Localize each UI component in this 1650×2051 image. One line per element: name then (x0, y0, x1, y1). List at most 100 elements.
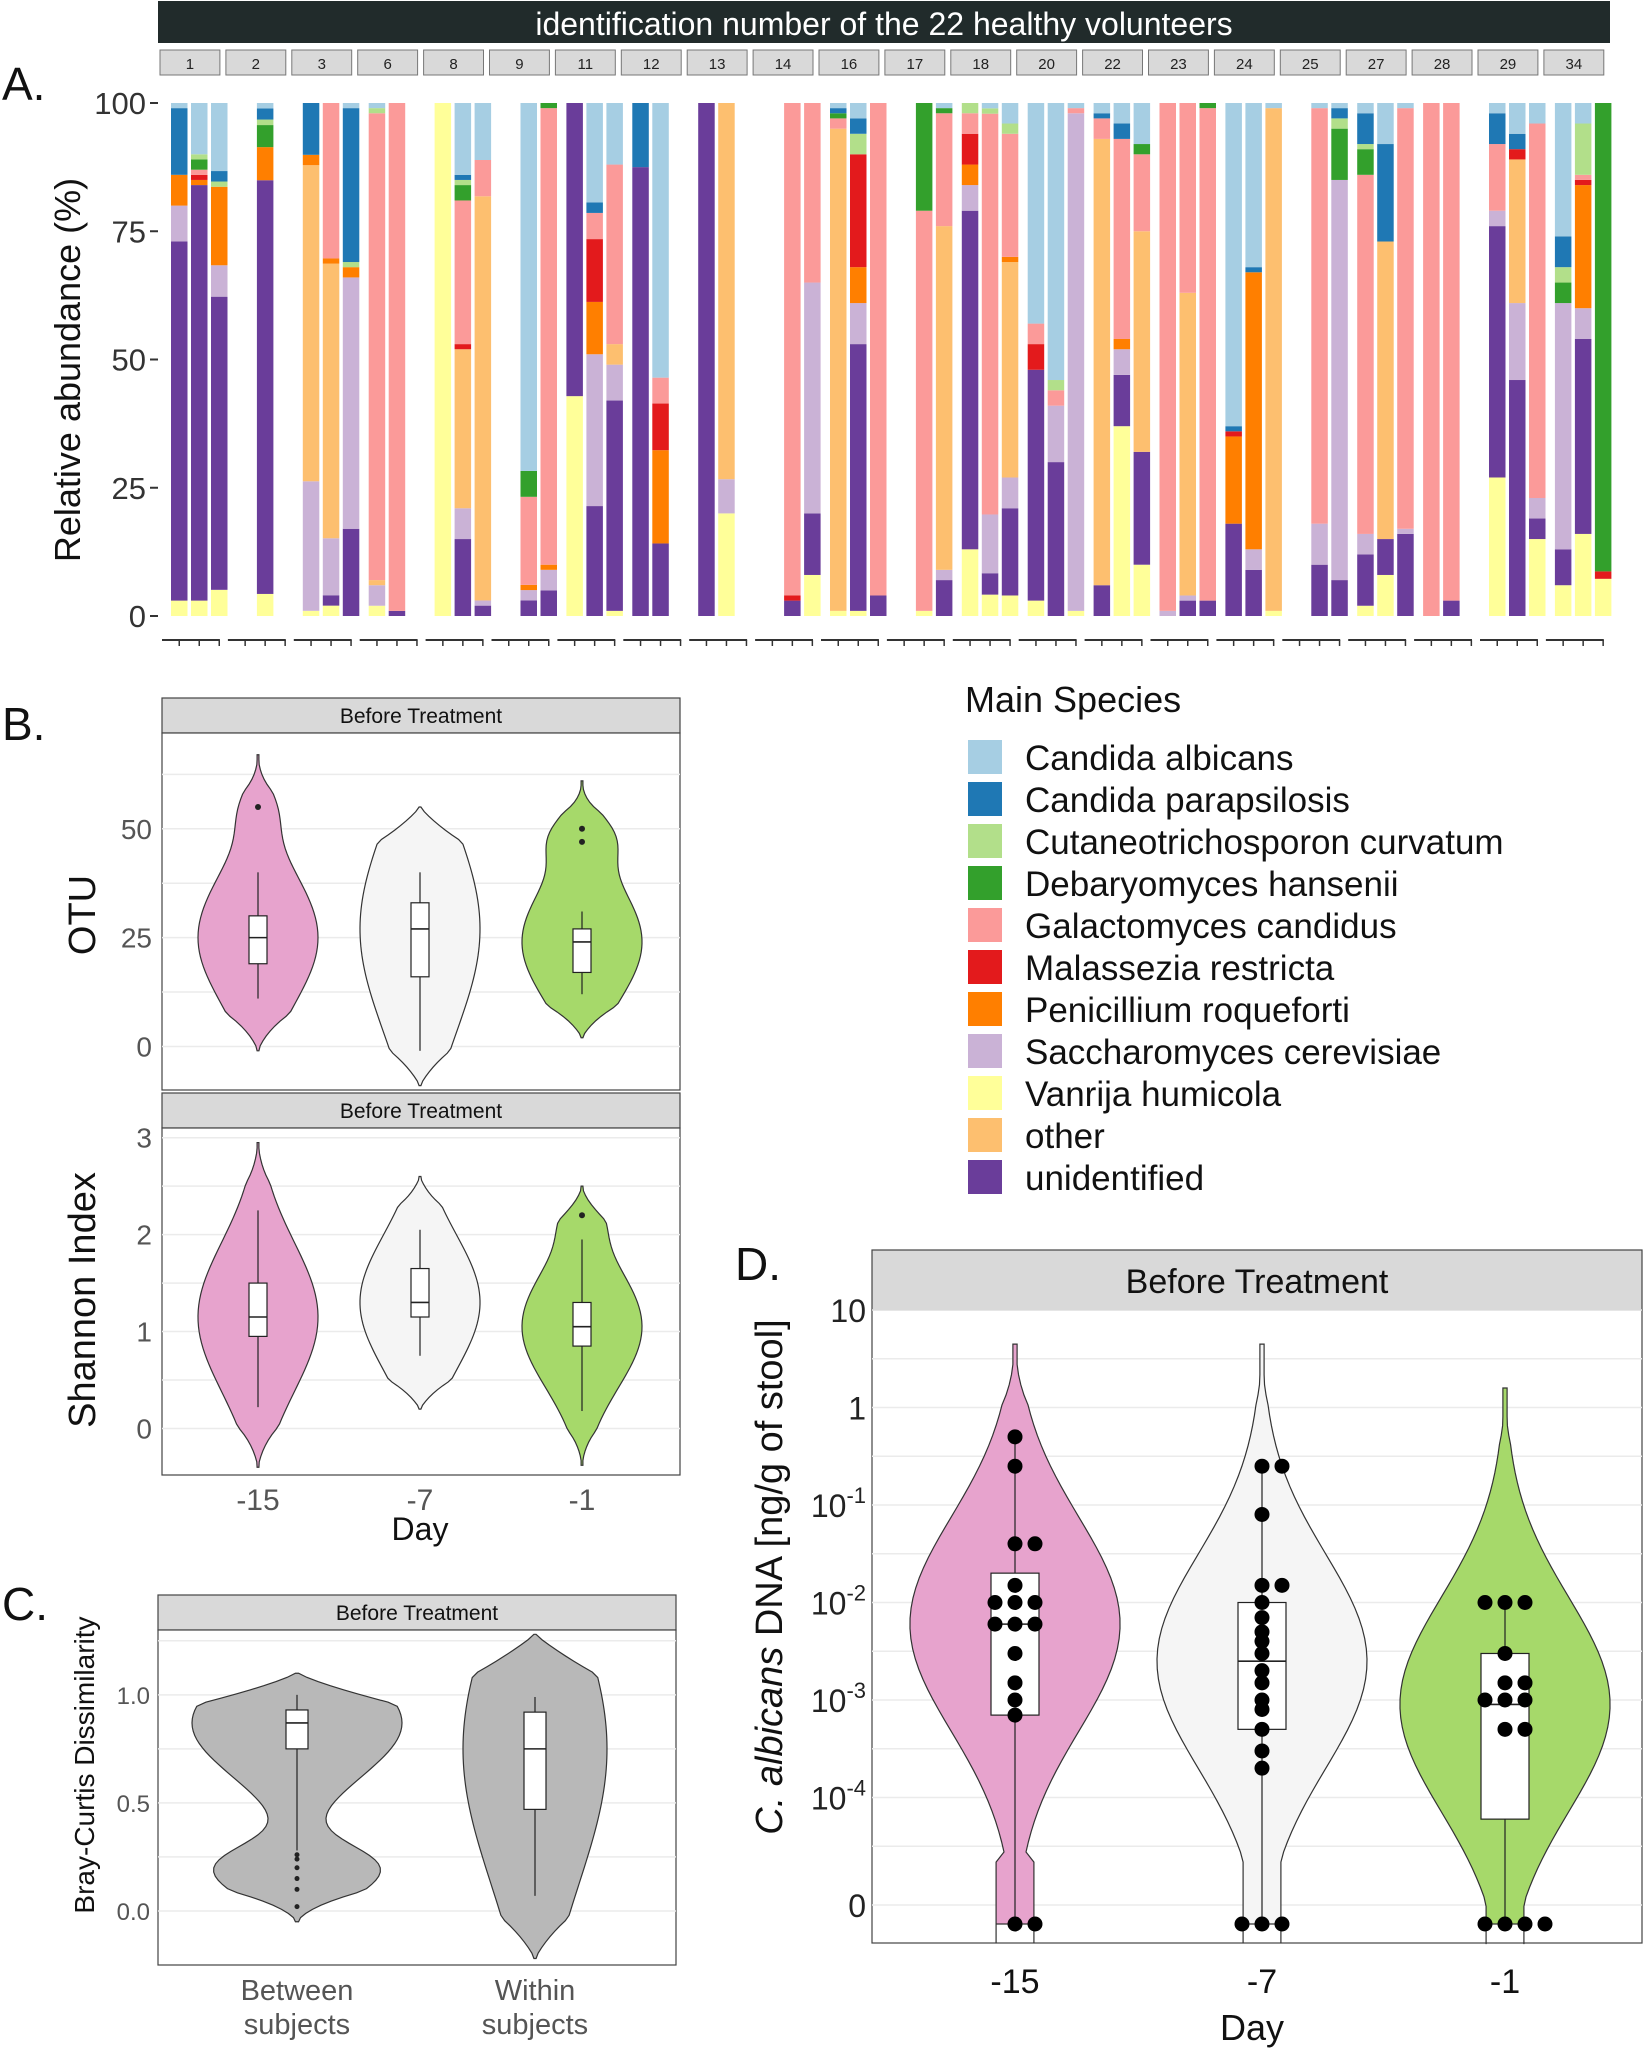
data-point (1497, 1675, 1513, 1691)
x-tick-label: -15 (990, 1963, 1039, 2001)
outlier-point (255, 804, 261, 811)
bar-segment (981, 514, 999, 574)
bar-segment (474, 605, 492, 616)
bar-segment (454, 539, 472, 616)
bar-segment (454, 349, 472, 509)
data-point (1254, 1595, 1270, 1610)
bar-segment (804, 103, 821, 283)
bar-segment (1001, 123, 1019, 134)
bar-segment (850, 610, 867, 616)
legend-label: Debaryomyces hansenii (1025, 865, 1399, 904)
bar-segment (1133, 564, 1151, 616)
panel-a-y-axis: 0 25 50 75 100 (94, 86, 1604, 646)
volunteer-id-label: 9 (515, 56, 523, 73)
x-tick-label: -7 (1247, 1963, 1277, 2001)
facet-strip-label: Before Treatment (1126, 1263, 1389, 1301)
panel-letter-b: B. (2, 698, 45, 750)
volunteer-strip (159, 49, 221, 76)
bar-segment (1331, 108, 1348, 119)
outlier-point (294, 1856, 300, 1862)
volunteer-id-label: 28 (1434, 56, 1451, 73)
bar-segment (1357, 149, 1374, 175)
x-tick-label: -15 (236, 1484, 279, 1517)
outlier-point (579, 838, 585, 845)
bar-segment (1047, 462, 1065, 616)
volunteer-strip (291, 49, 353, 76)
bar-segment (1529, 539, 1546, 616)
bar-segment (606, 610, 623, 616)
bar-segment (1179, 292, 1196, 596)
bar-segment (1357, 533, 1374, 555)
bar-segment (256, 108, 274, 120)
bar-segment (1199, 103, 1216, 109)
bar-segment (171, 241, 188, 601)
bar-segment (1574, 103, 1592, 124)
bar-segment (1311, 523, 1328, 565)
bar-segment (935, 569, 953, 581)
data-point (1027, 1536, 1043, 1552)
bar-segment (1093, 103, 1111, 114)
volunteer-id-label: 2 (252, 56, 260, 73)
bar-segment (1245, 267, 1262, 273)
volunteer-strip (1345, 49, 1407, 76)
bar-segment (1489, 226, 1506, 478)
bar-segment (566, 103, 583, 397)
bar-segment (586, 506, 603, 616)
bar-segment (1529, 498, 1546, 519)
bar-segment (1509, 133, 1526, 150)
data-point (1274, 1577, 1290, 1593)
outlier-point (294, 1876, 300, 1882)
bar-segment (981, 108, 999, 114)
bar-segment (368, 605, 386, 616)
bar-segment (1311, 103, 1328, 109)
y-tick-label: 25 (121, 923, 152, 954)
outlier-point (294, 1865, 300, 1871)
volunteer-strip (225, 49, 287, 76)
bar-segment (1047, 380, 1065, 391)
legend-swatch (968, 992, 1002, 1026)
volunteer-id-label: 11 (578, 56, 594, 73)
bar-segment (1265, 108, 1282, 611)
bar-segment (1357, 554, 1374, 606)
legend-swatch (968, 1034, 1002, 1068)
bar-segment (935, 580, 953, 616)
data-point (1517, 1721, 1533, 1737)
bar-segment (961, 113, 979, 134)
volunteer-id-label: 17 (907, 56, 924, 73)
bar-segment (1357, 144, 1374, 150)
bar-segment (830, 610, 847, 616)
y-tick-label: 0 (136, 1413, 152, 1444)
bar-segment (540, 590, 557, 616)
data-point (1497, 1916, 1513, 1932)
bar-segment (256, 103, 274, 109)
bar-segment (256, 180, 274, 594)
data-point (1497, 1721, 1513, 1737)
panel-b-x-label: Day (392, 1511, 449, 1547)
volunteer-strip (1016, 49, 1078, 76)
bar-segment (1067, 610, 1085, 616)
bar-segment (1331, 580, 1348, 616)
bar-segment (1331, 128, 1348, 180)
otu-violin-plot: Before Treatment 0 25 50 (121, 697, 681, 1091)
outlier-point (294, 1886, 300, 1892)
bar-segment (961, 210, 979, 550)
data-point (1007, 1645, 1023, 1661)
y-tick-label: 50 (121, 814, 152, 845)
box (410, 1267, 430, 1318)
data-point (1254, 1675, 1270, 1691)
bar-segment (1225, 436, 1242, 524)
bar-segment (256, 593, 274, 616)
bar-segment (302, 481, 320, 611)
data-point (1497, 1645, 1513, 1661)
facet-strip-label: Before Treatment (340, 1100, 502, 1123)
box (572, 928, 592, 974)
bar-segment (1509, 103, 1526, 134)
bar-segment (915, 103, 933, 211)
y-tick-label: 0 (136, 1031, 152, 1062)
data-point (1254, 1701, 1270, 1717)
bar-segment (1225, 523, 1242, 616)
y-tick-label: 25 (112, 471, 146, 506)
data-point (1517, 1595, 1533, 1610)
bar-segment (191, 169, 208, 175)
legend-swatch (968, 950, 1002, 984)
